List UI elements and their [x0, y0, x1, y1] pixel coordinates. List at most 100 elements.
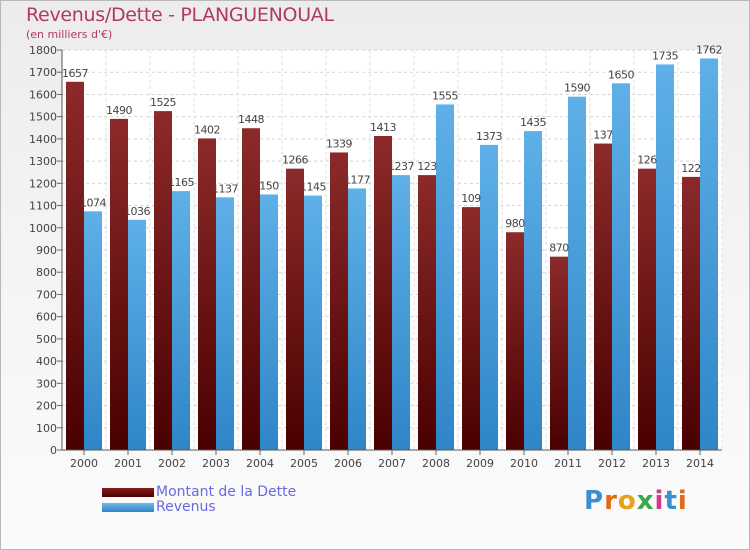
y-tick-label: 100: [36, 422, 57, 435]
logo-letter: i: [654, 486, 665, 516]
x-tick-label: 2001: [114, 457, 142, 470]
logo-letter: x: [636, 486, 655, 516]
data-label-dette: 1448: [238, 113, 264, 126]
data-label-dette: 1266: [282, 154, 308, 167]
bar-dette: [418, 175, 436, 450]
legend-label-revenus: Revenus: [156, 499, 216, 515]
data-label-dette: 1657: [62, 67, 88, 80]
y-tick-label: 1700: [29, 66, 57, 79]
bar-revenus: [128, 219, 146, 450]
data-label-revenus: 1237: [388, 160, 414, 173]
y-tick-label: 1300: [29, 155, 57, 168]
bar-dette: [594, 143, 612, 451]
chart-title: Revenus/Dette - PLANGUENOUAL: [26, 4, 334, 26]
x-tick-label: 2006: [334, 457, 362, 470]
x-tick-label: 2009: [466, 457, 494, 470]
data-label-dette: 1339: [326, 137, 352, 150]
data-label-revenus: 1435: [520, 116, 546, 129]
y-tick-label: 1400: [29, 133, 57, 146]
bar-revenus: [172, 191, 190, 450]
chart-subtitle: (en milliers d'€): [26, 28, 113, 41]
data-label-dette: 980: [505, 217, 525, 230]
legend-swatch-dette: [102, 488, 154, 497]
data-label-revenus: 1074: [80, 196, 106, 209]
x-tick-label: 2005: [290, 457, 318, 470]
bar-revenus: [216, 197, 234, 450]
data-label-revenus: 1650: [608, 68, 634, 81]
bar-dette: [462, 207, 480, 450]
bar-revenus: [524, 131, 542, 450]
data-label-dette: 1490: [106, 104, 132, 117]
y-tick-label: 400: [36, 355, 57, 368]
data-label-dette: 870: [549, 242, 569, 255]
y-tick-label: 300: [36, 377, 57, 390]
bar-dette: [286, 168, 304, 450]
data-label-dette: 1402: [194, 123, 220, 136]
y-tick-label: 1600: [29, 88, 57, 101]
data-label-dette: 123: [417, 160, 437, 173]
x-tick-label: 2008: [422, 457, 450, 470]
bar-dette: [682, 176, 700, 450]
bar-dette: [550, 256, 568, 450]
y-tick-label: 1200: [29, 177, 57, 190]
y-tick-label: 700: [36, 288, 57, 301]
data-label-revenus: 1555: [432, 89, 458, 102]
data-label-dette: 109: [461, 192, 481, 205]
y-tick-label: 600: [36, 311, 57, 324]
data-label-dette: 137: [593, 129, 613, 142]
bar-revenus: [612, 83, 630, 450]
data-label-revenus: 1590: [564, 82, 590, 95]
data-label-dette: 122: [681, 162, 701, 175]
x-tick-label: 2010: [510, 457, 538, 470]
x-tick-label: 2013: [642, 457, 670, 470]
x-tick-label: 2011: [554, 457, 582, 470]
data-label-revenus: 1177: [344, 173, 370, 186]
x-tick-label: 2014: [686, 457, 714, 470]
logo-letter: o: [617, 486, 637, 516]
bar-revenus: [304, 195, 322, 450]
y-tick-label: 1500: [29, 111, 57, 124]
bar-dette: [154, 111, 172, 450]
x-tick-label: 2002: [158, 457, 186, 470]
data-label-dette: 1413: [370, 121, 396, 134]
logo-letter: t: [664, 486, 678, 516]
proxiti-logo: Proxiti: [584, 486, 688, 516]
data-label-revenus: 1373: [476, 130, 502, 143]
y-tick-label: 0: [50, 444, 57, 457]
bar-dette: [506, 232, 524, 450]
data-label-revenus: 150: [259, 179, 279, 192]
data-label-dette: 1525: [150, 96, 176, 109]
y-tick-label: 500: [36, 333, 57, 346]
bar-revenus: [436, 104, 454, 450]
logo-letter: i: [677, 486, 688, 516]
bar-revenus: [700, 58, 718, 450]
bar-dette: [242, 128, 260, 450]
y-tick-label: 1100: [29, 200, 57, 213]
x-tick-label: 2012: [598, 457, 626, 470]
data-label-revenus: 1762: [696, 43, 722, 56]
bar-revenus: [348, 188, 366, 450]
y-tick-label: 800: [36, 266, 57, 279]
x-tick-label: 2004: [246, 457, 274, 470]
x-tick-label: 2007: [378, 457, 406, 470]
data-label-revenus: 1165: [168, 176, 194, 189]
bar-revenus: [84, 211, 102, 450]
legend-swatch-revenus: [102, 503, 154, 512]
data-label-revenus: 1036: [124, 205, 150, 218]
bar-revenus: [480, 144, 498, 450]
y-tick-label: 1800: [29, 44, 57, 57]
bar-dette: [374, 136, 392, 450]
x-tick-label: 2003: [202, 457, 230, 470]
bar-dette: [110, 118, 128, 450]
data-label-revenus: 1145: [300, 181, 326, 194]
bar-revenus: [568, 96, 586, 451]
bar-dette: [66, 81, 84, 451]
data-label-dette: 126: [637, 154, 657, 167]
logo-letter: r: [604, 486, 618, 516]
data-label-revenus: 1735: [652, 49, 678, 62]
logo-letter: P: [584, 486, 605, 516]
y-tick-label: 1000: [29, 222, 57, 235]
data-label-revenus: 1137: [212, 182, 238, 195]
y-tick-label: 200: [36, 400, 57, 413]
